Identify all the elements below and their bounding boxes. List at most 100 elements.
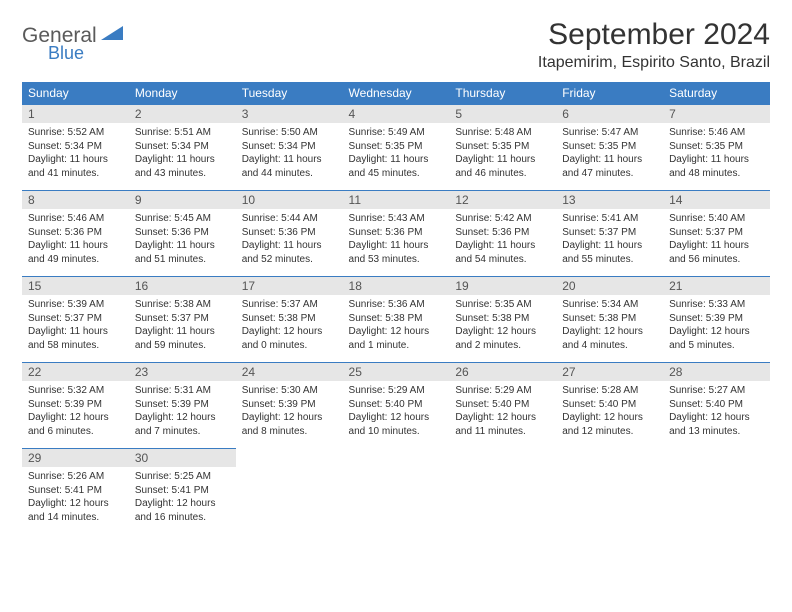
day-number: 6 — [556, 105, 663, 123]
header-thursday: Thursday — [449, 82, 556, 105]
day-details: Sunrise: 5:40 AMSunset: 5:37 PMDaylight:… — [663, 209, 770, 269]
logo-triangle-icon — [101, 24, 127, 47]
sunset-line: Sunset: 5:38 PM — [242, 312, 337, 326]
sunset-line: Sunset: 5:36 PM — [455, 226, 550, 240]
sunrise-line: Sunrise: 5:27 AM — [669, 384, 764, 398]
sunset-line: Sunset: 5:34 PM — [242, 140, 337, 154]
header: General Blue September 2024 Itapemirim, … — [22, 18, 770, 72]
sunset-line: Sunset: 5:34 PM — [135, 140, 230, 154]
calendar-week-row: 8Sunrise: 5:46 AMSunset: 5:36 PMDaylight… — [22, 191, 770, 277]
calendar-cell — [663, 449, 770, 535]
sunrise-line: Sunrise: 5:35 AM — [455, 298, 550, 312]
daylight-line: Daylight: 12 hours and 1 minute. — [349, 325, 444, 352]
sunset-line: Sunset: 5:40 PM — [669, 398, 764, 412]
sunset-line: Sunset: 5:34 PM — [28, 140, 123, 154]
calendar-cell: 22Sunrise: 5:32 AMSunset: 5:39 PMDayligh… — [22, 363, 129, 449]
sunset-line: Sunset: 5:41 PM — [28, 484, 123, 498]
day-details: Sunrise: 5:26 AMSunset: 5:41 PMDaylight:… — [22, 467, 129, 527]
daylight-line: Daylight: 12 hours and 12 minutes. — [562, 411, 657, 438]
day-number: 17 — [236, 277, 343, 295]
daylight-line: Daylight: 11 hours and 59 minutes. — [135, 325, 230, 352]
daylight-line: Daylight: 12 hours and 10 minutes. — [349, 411, 444, 438]
logo: General Blue — [22, 18, 127, 64]
calendar-cell: 17Sunrise: 5:37 AMSunset: 5:38 PMDayligh… — [236, 277, 343, 363]
day-details: Sunrise: 5:36 AMSunset: 5:38 PMDaylight:… — [343, 295, 450, 355]
calendar-cell: 29Sunrise: 5:26 AMSunset: 5:41 PMDayligh… — [22, 449, 129, 535]
daylight-line: Daylight: 12 hours and 14 minutes. — [28, 497, 123, 524]
calendar-cell: 25Sunrise: 5:29 AMSunset: 5:40 PMDayligh… — [343, 363, 450, 449]
sunset-line: Sunset: 5:38 PM — [349, 312, 444, 326]
sunset-line: Sunset: 5:39 PM — [242, 398, 337, 412]
day-details: Sunrise: 5:42 AMSunset: 5:36 PMDaylight:… — [449, 209, 556, 269]
day-details: Sunrise: 5:31 AMSunset: 5:39 PMDaylight:… — [129, 381, 236, 441]
daylight-line: Daylight: 12 hours and 13 minutes. — [669, 411, 764, 438]
calendar-cell: 8Sunrise: 5:46 AMSunset: 5:36 PMDaylight… — [22, 191, 129, 277]
day-details: Sunrise: 5:47 AMSunset: 5:35 PMDaylight:… — [556, 123, 663, 183]
day-details: Sunrise: 5:50 AMSunset: 5:34 PMDaylight:… — [236, 123, 343, 183]
day-number: 27 — [556, 363, 663, 381]
sunset-line: Sunset: 5:39 PM — [135, 398, 230, 412]
day-number: 30 — [129, 449, 236, 467]
calendar-cell: 19Sunrise: 5:35 AMSunset: 5:38 PMDayligh… — [449, 277, 556, 363]
sunrise-line: Sunrise: 5:51 AM — [135, 126, 230, 140]
sunrise-line: Sunrise: 5:32 AM — [28, 384, 123, 398]
daylight-line: Daylight: 11 hours and 58 minutes. — [28, 325, 123, 352]
sunrise-line: Sunrise: 5:31 AM — [135, 384, 230, 398]
day-details: Sunrise: 5:51 AMSunset: 5:34 PMDaylight:… — [129, 123, 236, 183]
day-details: Sunrise: 5:25 AMSunset: 5:41 PMDaylight:… — [129, 467, 236, 527]
day-number: 3 — [236, 105, 343, 123]
header-saturday: Saturday — [663, 82, 770, 105]
sunset-line: Sunset: 5:37 PM — [135, 312, 230, 326]
calendar-cell: 3Sunrise: 5:50 AMSunset: 5:34 PMDaylight… — [236, 105, 343, 191]
calendar-cell: 14Sunrise: 5:40 AMSunset: 5:37 PMDayligh… — [663, 191, 770, 277]
sunrise-line: Sunrise: 5:26 AM — [28, 470, 123, 484]
sunset-line: Sunset: 5:38 PM — [562, 312, 657, 326]
daylight-line: Daylight: 11 hours and 56 minutes. — [669, 239, 764, 266]
day-details: Sunrise: 5:29 AMSunset: 5:40 PMDaylight:… — [343, 381, 450, 441]
daylight-line: Daylight: 12 hours and 0 minutes. — [242, 325, 337, 352]
day-details: Sunrise: 5:45 AMSunset: 5:36 PMDaylight:… — [129, 209, 236, 269]
calendar-cell: 20Sunrise: 5:34 AMSunset: 5:38 PMDayligh… — [556, 277, 663, 363]
calendar-week-row: 15Sunrise: 5:39 AMSunset: 5:37 PMDayligh… — [22, 277, 770, 363]
day-number: 11 — [343, 191, 450, 209]
daylight-line: Daylight: 12 hours and 16 minutes. — [135, 497, 230, 524]
calendar-cell: 6Sunrise: 5:47 AMSunset: 5:35 PMDaylight… — [556, 105, 663, 191]
daylight-line: Daylight: 11 hours and 49 minutes. — [28, 239, 123, 266]
weekday-header-row: Sunday Monday Tuesday Wednesday Thursday… — [22, 82, 770, 105]
calendar-cell: 28Sunrise: 5:27 AMSunset: 5:40 PMDayligh… — [663, 363, 770, 449]
calendar-cell: 21Sunrise: 5:33 AMSunset: 5:39 PMDayligh… — [663, 277, 770, 363]
day-number: 1 — [22, 105, 129, 123]
day-number: 29 — [22, 449, 129, 467]
calendar-table: Sunday Monday Tuesday Wednesday Thursday… — [22, 82, 770, 535]
daylight-line: Daylight: 11 hours and 47 minutes. — [562, 153, 657, 180]
header-monday: Monday — [129, 82, 236, 105]
day-details: Sunrise: 5:49 AMSunset: 5:35 PMDaylight:… — [343, 123, 450, 183]
daylight-line: Daylight: 12 hours and 8 minutes. — [242, 411, 337, 438]
daylight-line: Daylight: 11 hours and 51 minutes. — [135, 239, 230, 266]
sunset-line: Sunset: 5:39 PM — [669, 312, 764, 326]
day-number: 23 — [129, 363, 236, 381]
daylight-line: Daylight: 11 hours and 54 minutes. — [455, 239, 550, 266]
calendar-cell: 4Sunrise: 5:49 AMSunset: 5:35 PMDaylight… — [343, 105, 450, 191]
calendar-cell: 26Sunrise: 5:29 AMSunset: 5:40 PMDayligh… — [449, 363, 556, 449]
sunset-line: Sunset: 5:40 PM — [349, 398, 444, 412]
daylight-line: Daylight: 12 hours and 5 minutes. — [669, 325, 764, 352]
daylight-line: Daylight: 11 hours and 41 minutes. — [28, 153, 123, 180]
sunrise-line: Sunrise: 5:33 AM — [669, 298, 764, 312]
month-title: September 2024 — [538, 18, 770, 52]
sunrise-line: Sunrise: 5:50 AM — [242, 126, 337, 140]
sunset-line: Sunset: 5:36 PM — [349, 226, 444, 240]
sunset-line: Sunset: 5:36 PM — [242, 226, 337, 240]
daylight-line: Daylight: 11 hours and 52 minutes. — [242, 239, 337, 266]
day-details: Sunrise: 5:27 AMSunset: 5:40 PMDaylight:… — [663, 381, 770, 441]
day-details: Sunrise: 5:35 AMSunset: 5:38 PMDaylight:… — [449, 295, 556, 355]
sunrise-line: Sunrise: 5:29 AM — [455, 384, 550, 398]
day-number: 12 — [449, 191, 556, 209]
sunrise-line: Sunrise: 5:45 AM — [135, 212, 230, 226]
day-details: Sunrise: 5:34 AMSunset: 5:38 PMDaylight:… — [556, 295, 663, 355]
day-number: 22 — [22, 363, 129, 381]
calendar-cell: 9Sunrise: 5:45 AMSunset: 5:36 PMDaylight… — [129, 191, 236, 277]
daylight-line: Daylight: 11 hours and 55 minutes. — [562, 239, 657, 266]
day-number: 18 — [343, 277, 450, 295]
day-details: Sunrise: 5:33 AMSunset: 5:39 PMDaylight:… — [663, 295, 770, 355]
